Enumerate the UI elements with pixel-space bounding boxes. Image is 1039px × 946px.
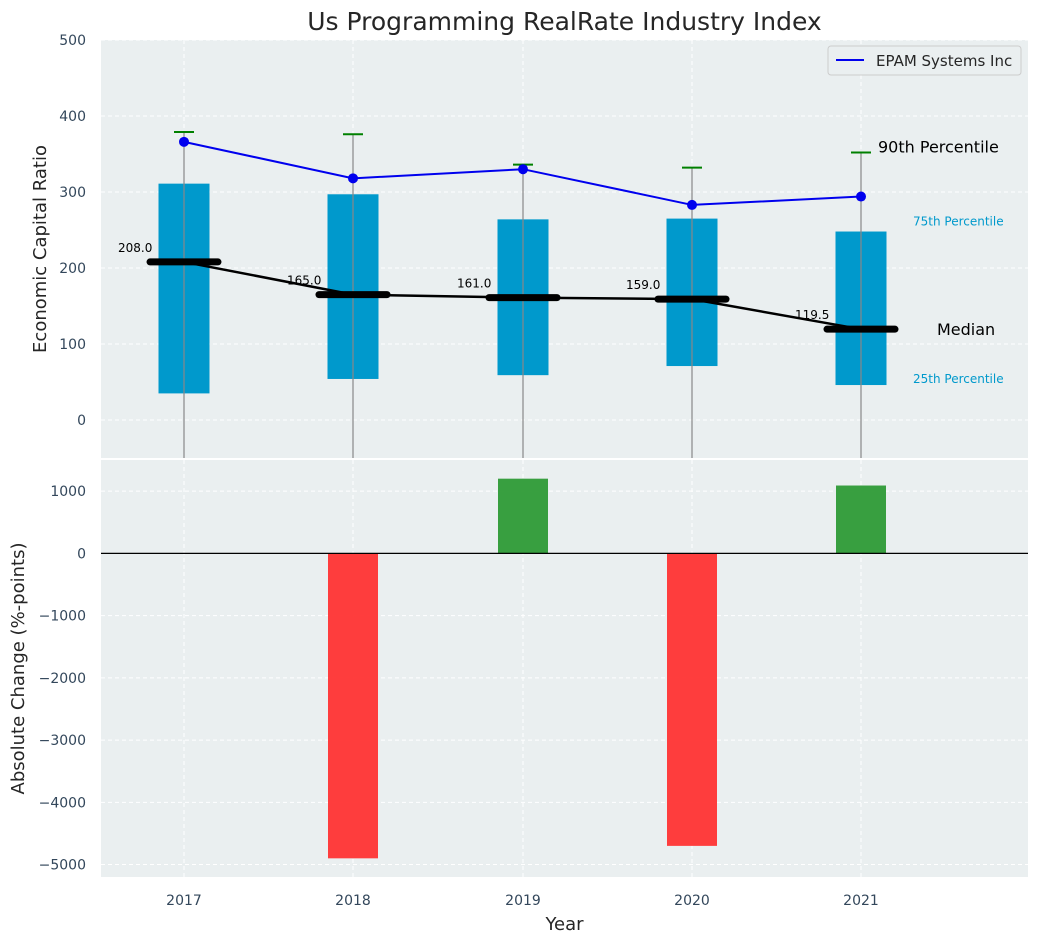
change-bar: [328, 553, 378, 859]
top-plot-area: [101, 40, 1028, 458]
x-tick-label: 2018: [335, 893, 371, 909]
top-y-tick-label: 300: [59, 185, 86, 201]
series-point: [518, 164, 528, 175]
series-point: [179, 136, 189, 147]
p25-annotation: 25th Percentile: [913, 372, 1004, 386]
median-value-label: 159.0: [626, 278, 660, 292]
bottom-y-tick-label: 1000: [50, 484, 86, 500]
median-value-label: 119.5: [795, 308, 829, 322]
legend-label: EPAM Systems Inc: [876, 52, 1012, 70]
x-tick-label: 2019: [505, 893, 541, 909]
bottom-y-tick-label: −3000: [39, 733, 86, 749]
change-bar: [498, 478, 548, 554]
p90-annotation: 90th Percentile: [878, 137, 999, 156]
bottom-y-tick-label: −5000: [39, 858, 86, 874]
x-tick-label: 2017: [166, 893, 202, 909]
top-y-axis-label: Economic Capital Ratio: [30, 145, 51, 353]
top-y-tick-label: 200: [59, 261, 86, 277]
median-annotation: Median: [937, 320, 995, 339]
bottom-y-tick-label: −1000: [39, 609, 86, 625]
top-y-tick-label: 500: [59, 33, 86, 49]
series-point: [687, 199, 697, 210]
chart-title: Us Programming RealRate Industry Index: [307, 7, 821, 36]
bottom-y-tick-label: 0: [77, 546, 86, 562]
x-axis-label: Year: [544, 914, 584, 935]
p75-annotation: 75th Percentile: [913, 215, 1004, 229]
bottom-y-axis-label: Absolute Change (%-points): [8, 543, 29, 795]
top-y-tick-label: 400: [59, 109, 86, 125]
top-y-tick-label: 100: [59, 337, 86, 353]
median-value-label: 161.0: [457, 277, 491, 291]
median-value-label: 208.0: [118, 241, 152, 255]
median-value-label: 165.0: [287, 274, 321, 288]
bottom-y-tick-label: −2000: [39, 671, 86, 687]
change-bar: [667, 553, 717, 846]
change-bar: [836, 485, 886, 554]
series-point: [856, 191, 866, 202]
x-tick-label: 2021: [843, 893, 879, 909]
legend-box: [827, 45, 1022, 76]
top-y-tick-label: 0: [77, 413, 86, 429]
bottom-y-tick-label: −4000: [39, 795, 86, 811]
series-point: [348, 173, 358, 184]
x-tick-label: 2020: [674, 893, 710, 909]
bottom-plot-area: [101, 460, 1028, 877]
